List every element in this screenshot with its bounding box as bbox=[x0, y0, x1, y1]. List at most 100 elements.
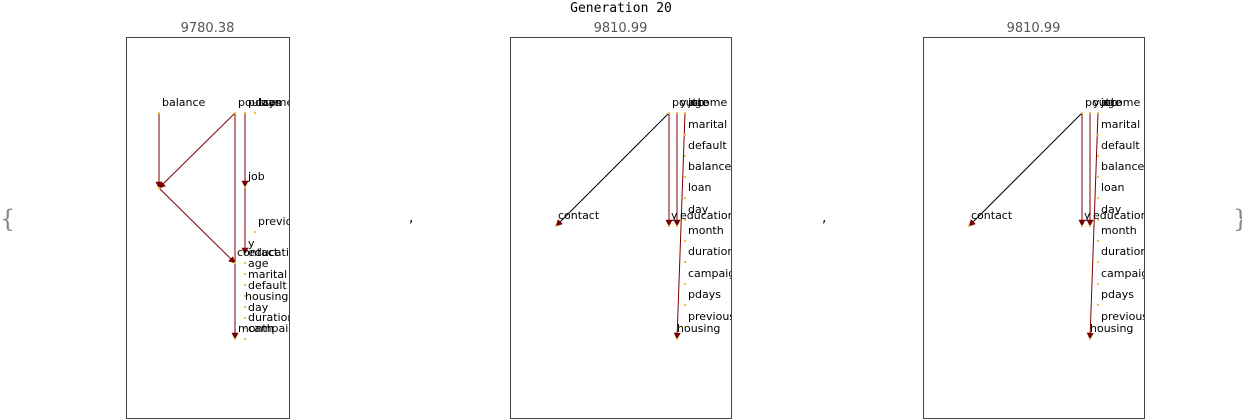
node-label-contact: contact bbox=[558, 209, 600, 222]
node-contact bbox=[234, 262, 236, 264]
edge-hub-to-contact bbox=[158, 187, 236, 264]
node-day bbox=[1097, 219, 1099, 221]
node-loan bbox=[684, 197, 686, 199]
close-brace: } bbox=[1233, 205, 1242, 233]
node-month bbox=[234, 338, 236, 340]
node-campaign bbox=[684, 283, 686, 285]
node-label-y2: y bbox=[671, 209, 678, 222]
node-default bbox=[244, 295, 246, 297]
node-campaign bbox=[244, 338, 246, 340]
node-job bbox=[244, 186, 246, 188]
node-label-marital: marital bbox=[688, 118, 727, 131]
node-month bbox=[1097, 240, 1099, 242]
node-label-campaign: campaign bbox=[248, 322, 302, 335]
node-label-y2: y bbox=[1084, 209, 1091, 222]
node-duration bbox=[1097, 261, 1099, 263]
panel-frame bbox=[510, 37, 732, 419]
node-label-pdays: pdays bbox=[688, 288, 721, 301]
panel-score: 9810.99 bbox=[1007, 21, 1061, 36]
node-education bbox=[244, 262, 246, 264]
node-label-previous: previous bbox=[688, 310, 735, 323]
node-housing bbox=[676, 338, 678, 340]
panel-frame bbox=[126, 37, 290, 419]
node-poutcome bbox=[668, 112, 670, 114]
node-housing bbox=[1089, 338, 1091, 340]
node-pdays bbox=[684, 304, 686, 306]
node-default bbox=[684, 155, 686, 157]
node-loan bbox=[1097, 197, 1099, 199]
node-y2 bbox=[1081, 225, 1083, 227]
node-label-month: month bbox=[688, 224, 724, 237]
node-education bbox=[676, 225, 678, 227]
open-brace: { bbox=[0, 205, 15, 233]
node-age bbox=[244, 273, 246, 275]
node-label-pdays: pdays bbox=[1101, 288, 1134, 301]
node-label-month: month bbox=[1101, 224, 1137, 237]
node-label-housing: housing bbox=[245, 290, 288, 303]
node-label-contact: contact bbox=[237, 246, 279, 259]
edge-job-to-housing bbox=[1086, 112, 1099, 340]
node-label-campaign: campaign bbox=[1101, 267, 1155, 280]
node-marital bbox=[244, 284, 246, 286]
node-label-loan: loan bbox=[258, 96, 282, 109]
node-y bbox=[244, 253, 246, 255]
node-duration bbox=[244, 327, 246, 329]
node-age bbox=[1097, 112, 1099, 114]
panel-separator-1: , bbox=[409, 210, 413, 226]
node-contact bbox=[555, 225, 557, 227]
node-label-education: education bbox=[680, 209, 735, 222]
node-label-y: y bbox=[680, 96, 687, 109]
node-label-poutcome: poutcome bbox=[238, 96, 293, 109]
node-label-previous: previous bbox=[258, 215, 305, 228]
node-pdays bbox=[244, 112, 246, 114]
node-poutcome bbox=[1081, 112, 1083, 114]
node-label-loan: loan bbox=[1101, 181, 1125, 194]
node-label-poutcome: poutcome bbox=[672, 96, 727, 109]
node-label-age: age bbox=[1101, 96, 1122, 109]
node-label-y: y bbox=[248, 237, 255, 250]
node-label-education: education bbox=[1093, 209, 1148, 222]
node-label-job: job bbox=[247, 170, 265, 183]
panel-frame bbox=[923, 37, 1145, 419]
node-label-housing: housing bbox=[1090, 322, 1133, 335]
panel-separator-2: , bbox=[822, 210, 826, 226]
node-label-balance: balance bbox=[1101, 160, 1145, 173]
node-housing bbox=[244, 306, 246, 308]
node-label-loan: loan bbox=[688, 181, 712, 194]
node-duration bbox=[684, 261, 686, 263]
node-day bbox=[684, 219, 686, 221]
node-label-age: age bbox=[688, 96, 709, 109]
panel-score: 9810.99 bbox=[594, 21, 648, 36]
node-label-day: day bbox=[688, 203, 709, 216]
node-marital bbox=[1097, 134, 1099, 136]
node-pdays bbox=[1097, 304, 1099, 306]
node-label-previous: previous bbox=[1101, 310, 1148, 323]
node-label-default: default bbox=[688, 139, 727, 152]
node-label-age: age bbox=[248, 257, 269, 270]
node-label-duration: duration bbox=[1101, 245, 1147, 258]
edge-poutcome-to-hub bbox=[158, 112, 236, 189]
node-label-job: job bbox=[687, 96, 705, 109]
node-label-campaign: campaign bbox=[688, 267, 742, 280]
node-label-poutcome: poutcome bbox=[1085, 96, 1140, 109]
node-label-marital: marital bbox=[1101, 118, 1140, 131]
node-marital bbox=[684, 134, 686, 136]
node-month bbox=[684, 240, 686, 242]
node-default bbox=[1097, 155, 1099, 157]
node-education bbox=[1089, 225, 1091, 227]
node-label-balance: balance bbox=[162, 96, 206, 109]
node-y2 bbox=[668, 225, 670, 227]
edge-job-to-housing bbox=[673, 112, 686, 340]
node-label-duration: duration bbox=[248, 311, 294, 324]
node-label-default: default bbox=[248, 279, 287, 292]
node-y bbox=[1089, 112, 1091, 114]
node-hub bbox=[158, 187, 160, 189]
edge-poutcome-to-contact bbox=[555, 112, 670, 227]
node-previous bbox=[254, 231, 256, 233]
edge-poutcome-to-contact bbox=[968, 112, 1083, 227]
node-day bbox=[244, 317, 246, 319]
node-label-day: day bbox=[1101, 203, 1122, 216]
